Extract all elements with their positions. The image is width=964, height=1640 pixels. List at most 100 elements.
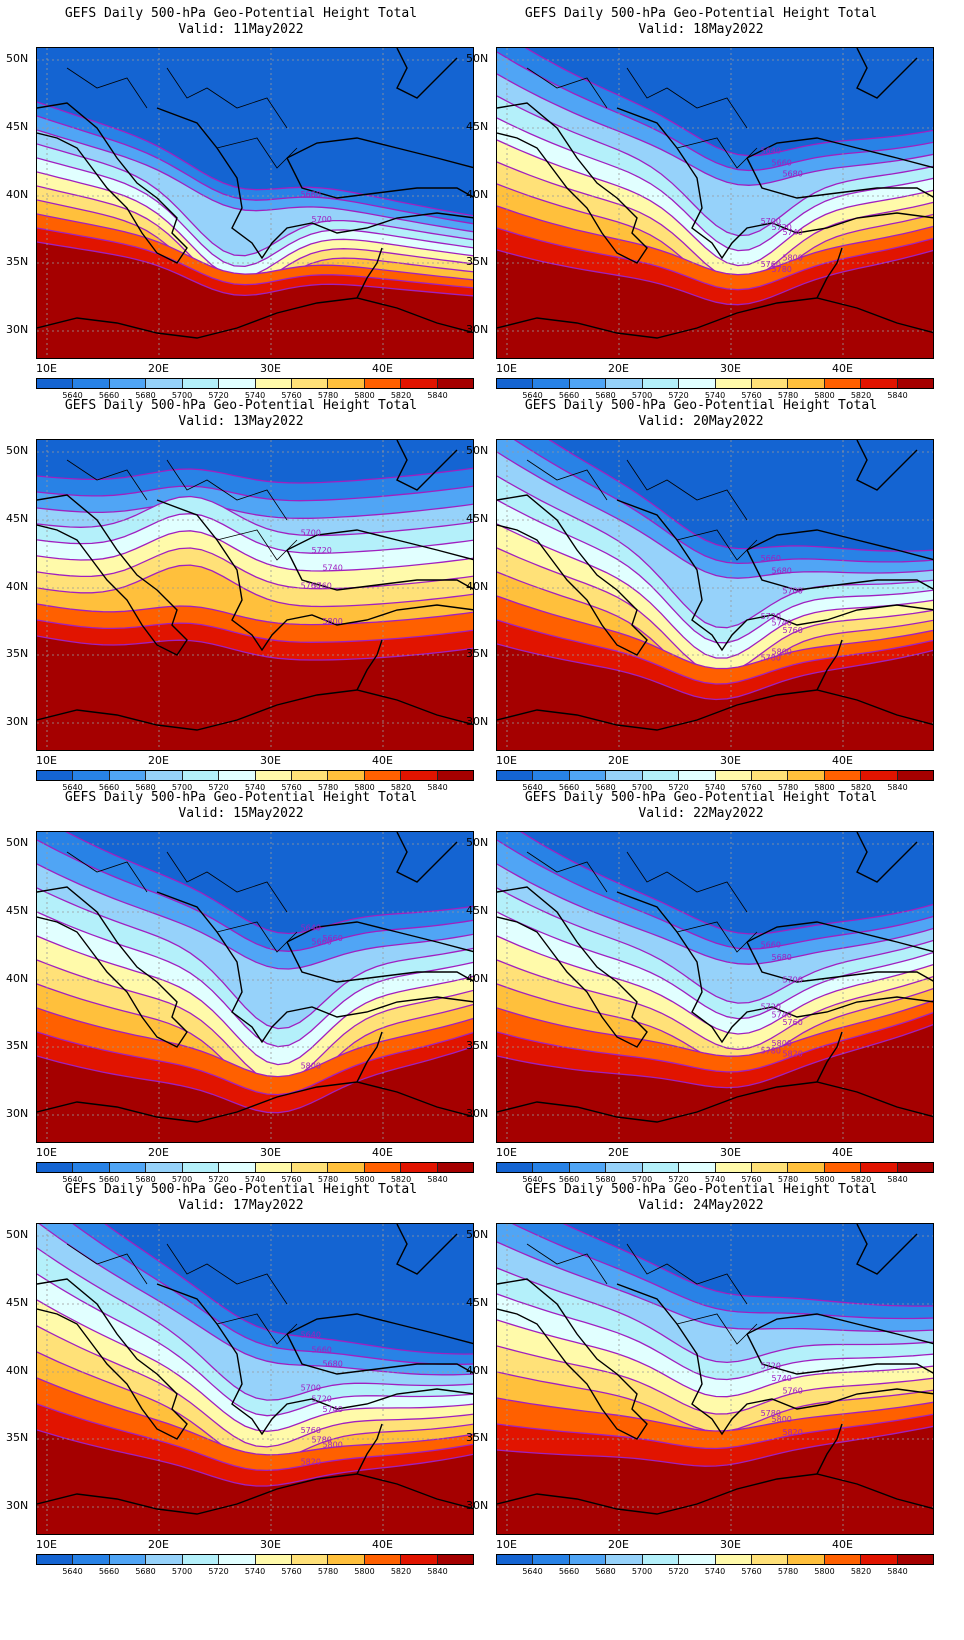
colorbar-label: 5680 <box>595 783 616 792</box>
colorbar-labels: 5640 5660 5680 5700 5720 5740 5760 5780 5800 5820… <box>496 1175 934 1187</box>
colorbar-label: 5720 <box>208 1175 229 1184</box>
coastline <box>816 1031 843 1083</box>
coastline <box>156 891 473 1044</box>
colorbar-label: 5760 <box>741 391 762 400</box>
colorbar-label: 5720 <box>668 391 689 400</box>
colorbar-swatch <box>364 1163 402 1172</box>
colorbar-label: 5800 <box>354 1567 375 1576</box>
colorbar-swatch <box>109 1163 147 1172</box>
colorbar-label: 5740 <box>244 391 266 400</box>
contour-label: 5780 <box>312 1436 332 1445</box>
colorbar-label: 5820 <box>850 1175 872 1184</box>
map-panel: GEFS Daily 500-hPa Geo-Potential Height … <box>460 392 942 802</box>
longitude-label: 30E <box>720 362 741 375</box>
colorbar-swatch <box>897 379 934 388</box>
colorbar-swatch <box>861 1555 898 1564</box>
colorbar-swatch <box>146 379 183 388</box>
latitude-label: 45N <box>466 120 489 133</box>
country-border <box>626 1243 748 1305</box>
coastline <box>37 1473 473 1515</box>
colorbar-label: 5640 <box>522 1175 543 1184</box>
colorbar-label: 5780 <box>317 1567 339 1576</box>
country-border <box>66 67 148 109</box>
colorbar-swatch <box>533 379 570 388</box>
colorbar-labels: 5640 5660 5680 5700 5720 5740 5760 5780 5800 5820… <box>36 1567 474 1579</box>
coastline <box>37 689 473 731</box>
panel-title: GEFS Daily 500-hPa Geo-Potential Height … <box>524 790 878 805</box>
longitude-label: 40E <box>372 754 393 767</box>
colorbar-swatch <box>824 771 862 780</box>
coastline <box>616 107 933 260</box>
latitude-label: 35N <box>466 1039 489 1052</box>
colorbar-label: 5740 <box>244 1175 266 1184</box>
contour-label: 5740 <box>322 564 342 573</box>
map-area: 5660 5700 <box>36 47 474 359</box>
colorbar-label: 5760 <box>281 783 302 792</box>
coastline <box>856 440 918 491</box>
coastline <box>356 639 383 691</box>
contour-label: 5800 <box>322 617 342 626</box>
map-panel: GEFS Daily 500-hPa Geo-Potential Height … <box>0 784 482 1194</box>
colorbar-swatch <box>642 1163 680 1172</box>
height-contour <box>37 143 473 257</box>
coastline <box>616 499 933 652</box>
panel-title: GEFS Daily 500-hPa Geo-Potential Height … <box>64 398 418 413</box>
height-contour <box>497 1345 933 1415</box>
longitude-label: 40E <box>372 1538 393 1551</box>
colorbar-swatch <box>533 1163 570 1172</box>
height-band <box>497 644 933 750</box>
height-contour <box>37 863 473 970</box>
latitude-label: 45N <box>466 904 489 917</box>
height-contour <box>497 1397 933 1432</box>
height-contour <box>497 595 933 670</box>
contour-label: 5640 <box>301 923 321 932</box>
contour-label: 5800 <box>772 1415 792 1424</box>
height-contour <box>520 832 933 935</box>
contour-label: 5720 <box>772 223 792 232</box>
latitude-label: 35N <box>6 1039 29 1052</box>
coastline <box>37 1278 188 1440</box>
latitude-label: 35N <box>466 1431 489 1444</box>
contour-label: 5660 <box>761 554 781 563</box>
height-contour <box>497 523 933 659</box>
colorbar-swatch <box>715 379 752 388</box>
latitude-label: 45N <box>466 512 489 525</box>
panel-title: GEFS Daily 500-hPa Geo-Potential Height … <box>524 1182 878 1197</box>
map-panel: GEFS Daily 500-hPa Geo-Potential Height … <box>460 0 942 410</box>
colorbar-label: 5680 <box>135 1175 156 1184</box>
colorbar-label: 5660 <box>558 1175 580 1184</box>
height-contour <box>37 547 473 590</box>
coastline <box>286 941 473 983</box>
latitude-label: 50N <box>466 444 489 457</box>
colorbar-swatch <box>715 771 752 780</box>
colorbar-swatch <box>751 1555 789 1564</box>
country-border <box>166 67 288 129</box>
coastline <box>286 549 473 591</box>
colorbar-swatch <box>182 771 220 780</box>
colorbar-swatch <box>679 1555 716 1564</box>
colorbar <box>496 378 934 389</box>
colorbar-label: 5800 <box>354 1175 375 1184</box>
contour-label: 5760 <box>782 1018 802 1027</box>
colorbar <box>36 378 474 389</box>
height-contour <box>37 101 473 217</box>
country-border <box>676 529 758 561</box>
colorbar-label: 5640 <box>522 1567 543 1576</box>
height-band <box>497 1024 933 1142</box>
colorbar-label: 5660 <box>558 783 580 792</box>
colorbar-label: 5720 <box>208 783 229 792</box>
colorbar-label: 5820 <box>390 391 412 400</box>
coastline <box>156 1283 473 1436</box>
height-contour <box>72 1224 473 1365</box>
height-contour <box>37 213 473 281</box>
longitude-label: 10E <box>496 1146 517 1159</box>
colorbar-swatch <box>497 771 534 780</box>
colorbar-label: 5680 <box>135 391 156 400</box>
contour-label: 5740 <box>772 619 792 628</box>
colorbar-label: 5660 <box>98 783 120 792</box>
height-contour <box>497 73 933 186</box>
height-contour <box>37 227 473 289</box>
colorbar-label: 5800 <box>354 783 375 792</box>
coastline <box>856 1224 918 1275</box>
colorbar-label: 5820 <box>390 783 412 792</box>
